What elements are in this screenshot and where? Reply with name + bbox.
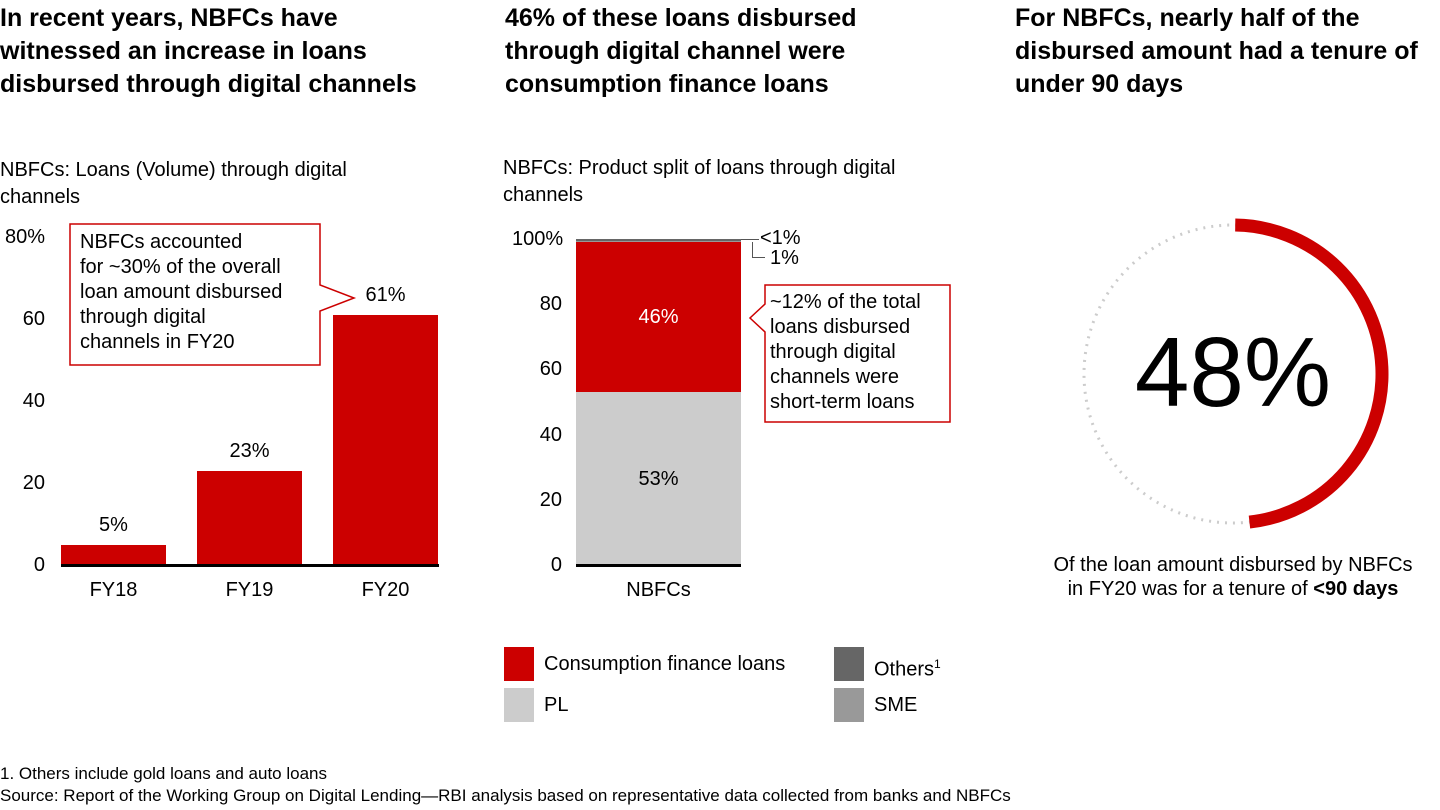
panel3-caption-line2: in FY20 was for a tenure of <90 days: [1013, 577, 1440, 601]
legend-swatch-sme: [834, 688, 864, 722]
legend-footnote-marker: 1: [934, 657, 941, 671]
chart2-segment-label: 46%: [638, 306, 679, 329]
chart1-bar-label: 61%: [365, 283, 406, 306]
chart1-bar: [61, 544, 166, 565]
legend-swatch-others: [834, 647, 864, 681]
chart2-segment: [576, 242, 741, 393]
chart2-ytick: 20: [539, 488, 562, 511]
chart1-callout-box: [69, 223, 357, 366]
chart2-category-label: NBFCs: [626, 579, 691, 601]
panel3-headline: For NBFCs, nearly half of the disbursed …: [1015, 4, 1418, 98]
chart2-segment-label: 53%: [638, 467, 679, 490]
chart1-baseline: [61, 564, 439, 567]
chart2-baseline: [576, 564, 741, 567]
panel2-subtitle: NBFCs: Product split of loans through di…: [503, 157, 896, 206]
panel3-caption-line1: Of the loan amount disbursed by NBFCs: [1053, 554, 1413, 576]
chart1-bar-label: 5%: [99, 513, 128, 536]
chart1-category-label: FY18: [89, 579, 138, 601]
legend-label-pl: PL: [544, 694, 569, 716]
big-stat-value: 48%: [1134, 317, 1332, 427]
panel1-headline: In recent years, NBFCs have witnessed an…: [0, 4, 417, 98]
panel3-caption: Of the loan amount disbursed by NBFCs in…: [1013, 553, 1440, 601]
chart3-value-arc: [1235, 218, 1389, 529]
chart1-ytick: 0: [33, 554, 45, 576]
chart1-callout-text: NBFCs accounted for ~30% of the overall …: [80, 231, 283, 353]
footnote-1: 1. Others include gold loans and auto lo…: [0, 764, 328, 783]
chart1-bar: [197, 470, 302, 565]
legend-label-consumption: Consumption finance loans: [544, 653, 786, 675]
chart2-ytick: 40: [539, 423, 562, 446]
legend-swatch-pl: [504, 688, 534, 722]
legend-label-others: Others: [874, 658, 935, 681]
chart1-ytick: 80%: [4, 226, 45, 248]
chart2-segment: [576, 239, 741, 243]
chart2-ytick: 0: [550, 554, 562, 576]
legend-swatch-consumption: [504, 647, 534, 681]
chart1-ytick: 40: [22, 390, 45, 412]
panel3-caption-line2-prefix: in FY20 was for a tenure of: [1067, 578, 1314, 600]
chart1-bar: [333, 314, 438, 565]
chart2-label-sme: 1%: [770, 247, 799, 269]
chart1-bar-label: 23%: [229, 439, 270, 462]
chart2-ytick: 80: [539, 293, 562, 316]
chart1-ytick: 60: [22, 308, 45, 330]
chart2-segment: [576, 239, 741, 241]
chart2-callout-box: [748, 284, 951, 423]
chart2-label-others: <1%: [760, 227, 801, 249]
chart1-category-label: FY20: [361, 579, 410, 601]
chart2-segment: [576, 392, 741, 565]
legend-label-sme: SME: [874, 694, 918, 716]
chart2-leader-sme: [752, 242, 765, 258]
chart1-ytick: 20: [22, 472, 45, 494]
panel1-subtitle: NBFCs: Loans (Volume) through digital ch…: [0, 159, 347, 208]
chart1-category-label: FY19: [225, 579, 274, 601]
panel2-headline: 46% of these loans disbursed through dig…: [505, 4, 857, 98]
legend-label-others-wrap: Others1: [874, 652, 941, 682]
chart2-ytick: 100%: [512, 228, 564, 250]
panel3-caption-emphasis: <90 days: [1313, 578, 1399, 600]
chart2-ytick: 60: [539, 358, 562, 381]
source-note: Source: Report of the Working Group on D…: [0, 786, 1011, 805]
chart2-leader-others: [741, 239, 759, 240]
chart2-callout-text: ~12% of the total loans disbursed throug…: [770, 291, 921, 413]
